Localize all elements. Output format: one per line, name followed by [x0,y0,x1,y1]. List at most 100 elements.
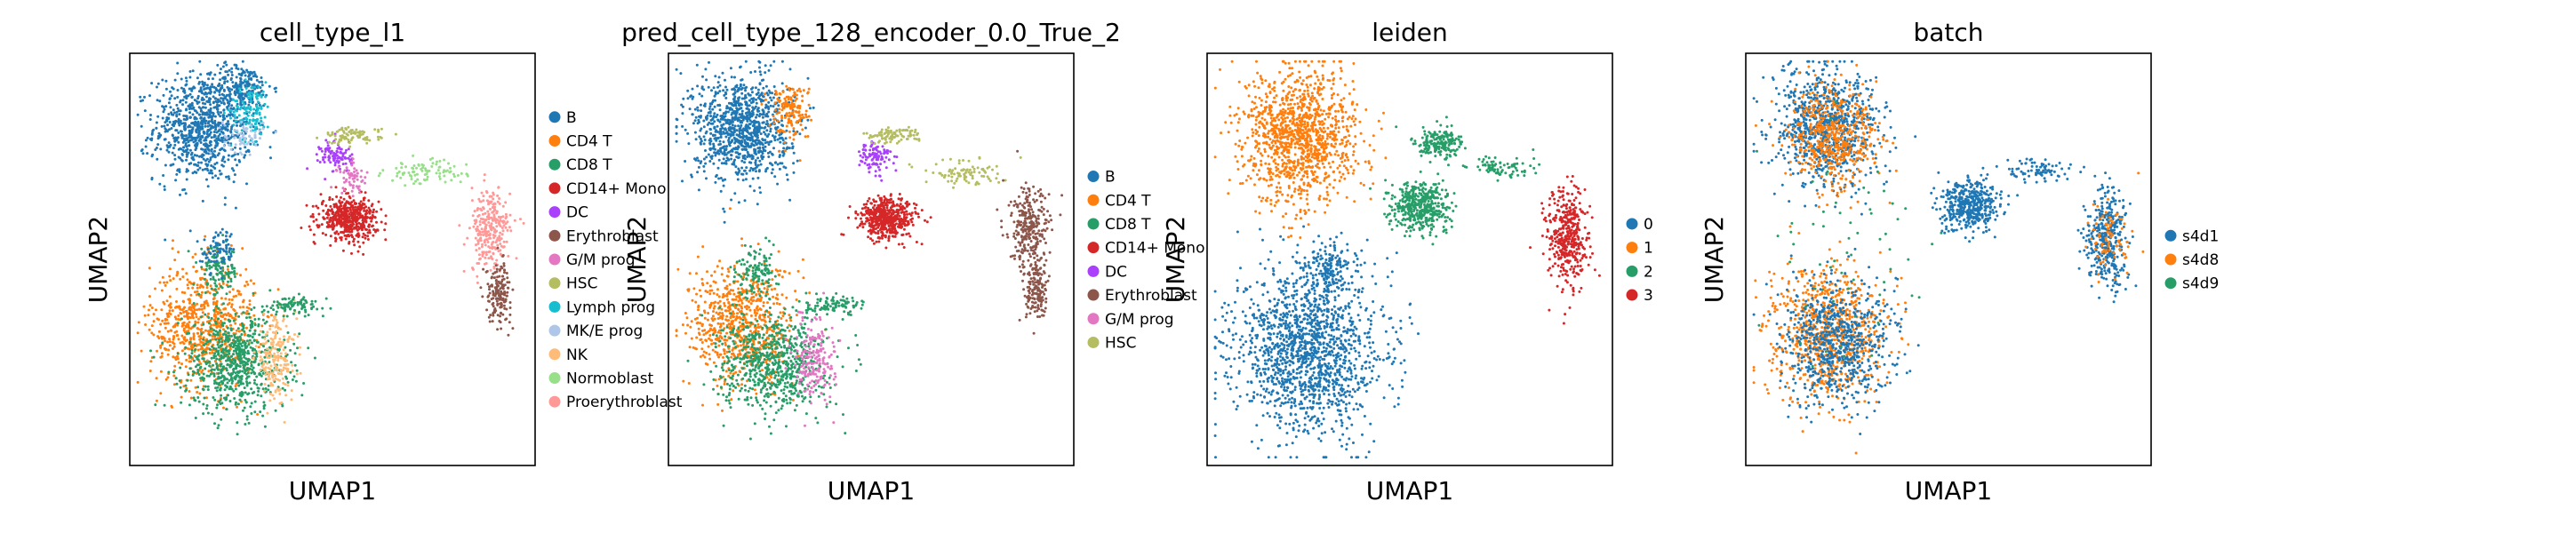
scatter-point [264,366,268,370]
scatter-point [167,370,171,374]
scatter-point [353,203,356,205]
scatter-point [168,98,172,100]
scatter-point [413,173,417,177]
scatter-point [229,116,232,120]
scatter-point [234,361,237,364]
scatter-point [165,299,169,303]
scatter-point [227,73,230,76]
scatter-point [335,130,339,133]
scatter-point [477,233,481,236]
scatter-point [195,143,198,146]
scatter-point [242,306,245,309]
scatter-point [348,180,351,184]
scatter-point [488,320,492,323]
scatter-point [344,179,348,183]
scatter-point [232,353,236,356]
scatter-point [500,290,503,293]
scatter-point [344,156,348,160]
scatter-point [220,68,222,71]
scatter-point [220,286,224,290]
scatter-point [204,267,208,271]
scatter-point [237,84,241,87]
scatter-point [173,157,177,161]
scatter-point [202,303,205,306]
scatter-point [206,385,210,388]
scatter-point [286,368,290,370]
scatter-point [215,382,219,386]
scatter-point [192,282,196,286]
scatter-point [320,203,324,206]
scatter-point [319,147,323,150]
scatter-point [771,168,774,171]
scatter-point [213,115,217,118]
scatter-point [201,259,204,263]
scatter-point [269,354,273,358]
scatter-point [740,136,744,139]
scatter-point [332,158,336,162]
scatter-point [340,238,343,242]
scatter-point [164,87,168,91]
scatter-point [276,306,280,309]
scatter-point [351,186,355,189]
scatter-point [203,118,206,122]
scatter-point [246,70,250,74]
scatter-point [212,131,216,133]
scatter-point [247,375,251,378]
scatter-point [222,260,226,264]
scatter-point [204,347,208,351]
scatter-point [338,219,341,222]
scatter-point [218,126,221,130]
scatter-point [238,350,241,354]
scatter-point [184,123,187,126]
scatter-point [242,311,245,314]
scatter-point [246,349,250,353]
scatter-point [251,138,254,141]
scatter-point [476,225,479,228]
scatter-point [181,299,185,303]
scatter-point [755,98,757,101]
scatter-point [259,123,262,127]
scatter-point [234,387,237,391]
scatter-point [217,265,220,267]
scatter-point [729,67,732,70]
scatter-point [172,383,176,386]
scatter-point [356,208,360,211]
scatter-point [210,259,213,263]
scatter-point [287,297,291,300]
scatter-point [730,198,733,202]
scatter-point [233,309,236,313]
scatter-point [309,215,313,219]
scatter-point [161,341,164,345]
scatter-point [337,165,340,169]
scatter-point [218,340,220,344]
scatter-point [496,302,500,306]
scatter-point [224,333,228,337]
scatter-point [184,384,188,387]
scatter-point [226,378,228,381]
scatter-point [276,350,280,354]
plot-frame [129,52,536,466]
scatter-point [233,358,236,362]
scatter-point [359,207,363,211]
scatter-point [214,338,218,341]
scatter-point [207,86,211,90]
scatter-point [335,211,339,214]
scatter-point [246,360,250,363]
scatter-point [290,338,293,341]
scatter-point [168,295,172,298]
scatter-point [182,310,186,314]
scatter-point [274,86,277,90]
scatter-point [360,169,364,172]
scatter-point [417,163,420,167]
scatter-point [180,362,183,366]
scatter-point [243,106,246,109]
scatter-point [337,214,340,218]
scatter-point [225,353,228,356]
scatter-point [269,348,273,352]
scatter-point [278,402,282,405]
scatter-point [259,343,262,346]
scatter-point [236,109,238,113]
scatter-point [418,182,421,186]
scatter-point [252,391,256,394]
